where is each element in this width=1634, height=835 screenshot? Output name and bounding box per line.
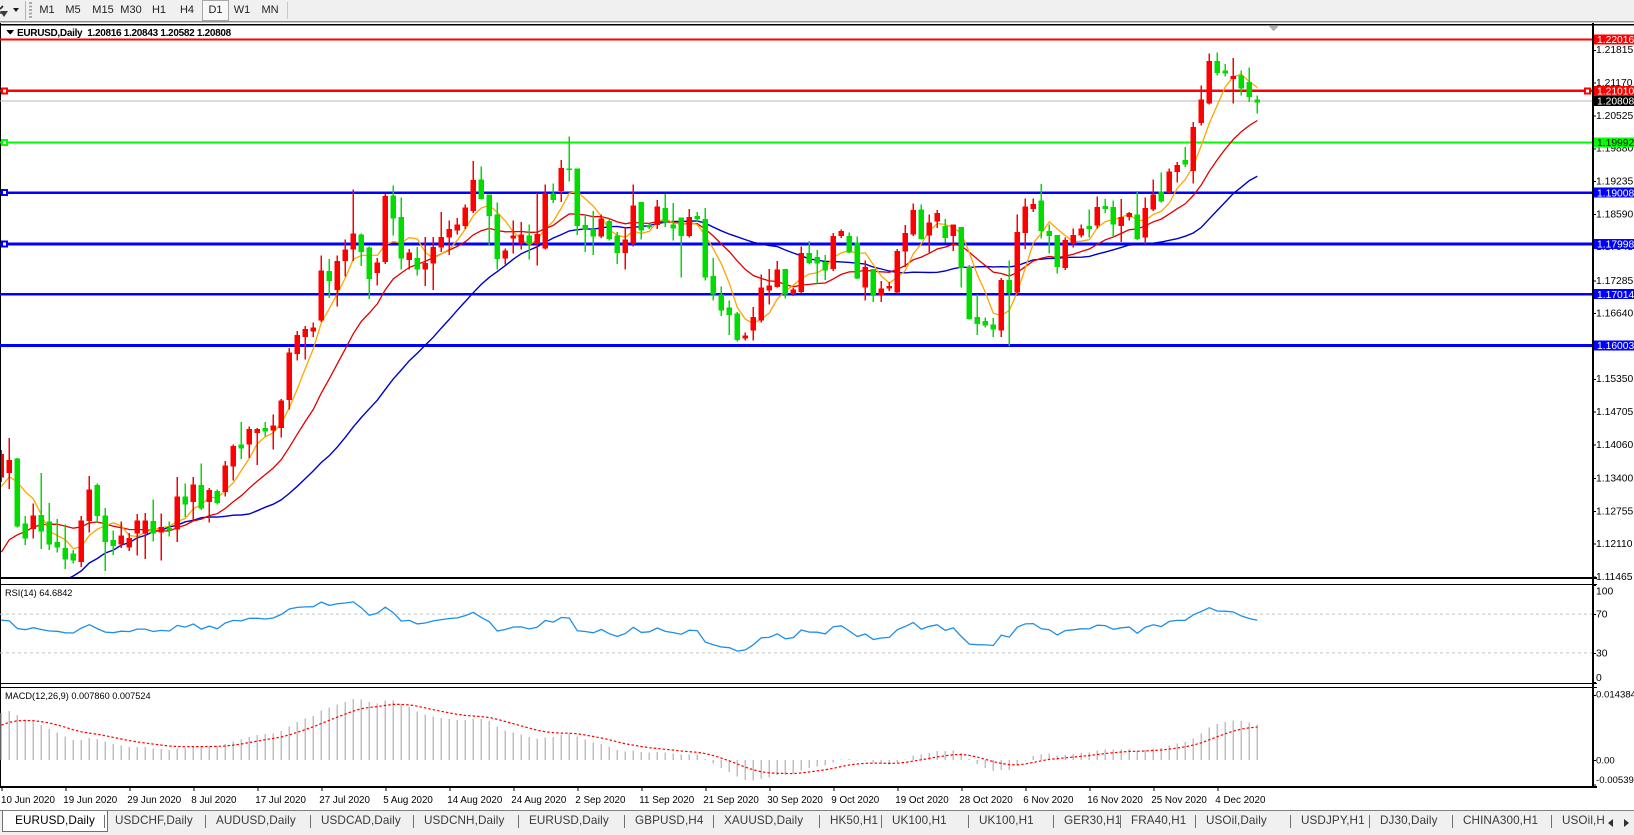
svg-text:-0.005396: -0.005396 — [1596, 775, 1634, 786]
svg-text:8 Jul 2020: 8 Jul 2020 — [191, 795, 237, 806]
svg-text:1.17014: 1.17014 — [1597, 290, 1634, 301]
svg-text:27 Jul 2020: 27 Jul 2020 — [319, 795, 370, 806]
svg-text:100: 100 — [1596, 586, 1613, 597]
svg-text:29 Jun 2020: 29 Jun 2020 — [127, 795, 181, 806]
svg-text:1.15350: 1.15350 — [1596, 374, 1633, 385]
svg-text:1.11465: 1.11465 — [1596, 572, 1633, 583]
svg-text:28 Oct 2020: 28 Oct 2020 — [959, 795, 1013, 806]
svg-text:1.21170: 1.21170 — [1596, 78, 1633, 89]
svg-text:11 Sep 2020: 11 Sep 2020 — [639, 795, 694, 806]
svg-text:24 Aug 2020: 24 Aug 2020 — [511, 795, 567, 806]
svg-text:1.19235: 1.19235 — [1596, 177, 1633, 188]
svg-text:1.14060: 1.14060 — [1596, 440, 1633, 451]
svg-text:30 Sep 2020: 30 Sep 2020 — [767, 795, 823, 806]
svg-text:1.17285: 1.17285 — [1596, 276, 1633, 287]
svg-text:EURUSD,Daily 1.20816 1.20843: EURUSD,Daily 1.20816 1.20843 1.20582 1.2… — [17, 28, 232, 39]
svg-text:1.16003: 1.16003 — [1597, 341, 1634, 352]
svg-text:1.16640: 1.16640 — [1596, 309, 1633, 320]
svg-text:10 Jun 2020: 10 Jun 2020 — [1, 795, 55, 806]
svg-text:19 Oct 2020: 19 Oct 2020 — [895, 795, 949, 806]
svg-text:19 Jun 2020: 19 Jun 2020 — [63, 795, 117, 806]
svg-text:1.18590: 1.18590 — [1596, 209, 1633, 220]
svg-text:9 Oct 2020: 9 Oct 2020 — [831, 795, 879, 806]
svg-text:1.22016: 1.22016 — [1597, 35, 1634, 46]
svg-text:1.20525: 1.20525 — [1596, 111, 1633, 122]
svg-text:70: 70 — [1596, 610, 1608, 621]
svg-text:1.12755: 1.12755 — [1596, 506, 1633, 517]
svg-text:0.00: 0.00 — [1596, 756, 1615, 767]
svg-text:1.19880: 1.19880 — [1596, 144, 1633, 155]
svg-text:1.21815: 1.21815 — [1596, 45, 1633, 56]
svg-text:1.20808: 1.20808 — [1597, 97, 1634, 108]
svg-text:1.13400: 1.13400 — [1596, 474, 1633, 485]
svg-text:2 Sep 2020: 2 Sep 2020 — [575, 795, 626, 806]
svg-text:1.19008: 1.19008 — [1597, 188, 1634, 199]
svg-text:25 Nov 2020: 25 Nov 2020 — [1151, 795, 1207, 806]
svg-text:5 Aug 2020: 5 Aug 2020 — [383, 795, 433, 806]
svg-text:1.21010: 1.21010 — [1597, 86, 1634, 97]
svg-text:1.19992: 1.19992 — [1597, 138, 1634, 149]
svg-text:1.14705: 1.14705 — [1596, 407, 1633, 418]
svg-text:RSI(14) 64.6842: RSI(14) 64.6842 — [5, 588, 72, 598]
svg-text:14 Aug 2020: 14 Aug 2020 — [447, 795, 503, 806]
svg-text:0.014384: 0.014384 — [1596, 689, 1634, 700]
svg-text:MACD(12,26,9) 0.007860 0.00752: MACD(12,26,9) 0.007860 0.007524 — [5, 691, 151, 701]
svg-text:4 Dec 2020: 4 Dec 2020 — [1215, 795, 1266, 806]
svg-text:1.12110: 1.12110 — [1596, 539, 1633, 550]
svg-text:30: 30 — [1596, 648, 1608, 659]
svg-text:16 Nov 2020: 16 Nov 2020 — [1087, 795, 1143, 806]
svg-text:6 Nov 2020: 6 Nov 2020 — [1023, 795, 1074, 806]
svg-text:17 Jul 2020: 17 Jul 2020 — [255, 795, 306, 806]
svg-text:21 Sep 2020: 21 Sep 2020 — [703, 795, 759, 806]
svg-text:0: 0 — [1596, 673, 1602, 684]
svg-text:1.17998: 1.17998 — [1597, 240, 1634, 251]
